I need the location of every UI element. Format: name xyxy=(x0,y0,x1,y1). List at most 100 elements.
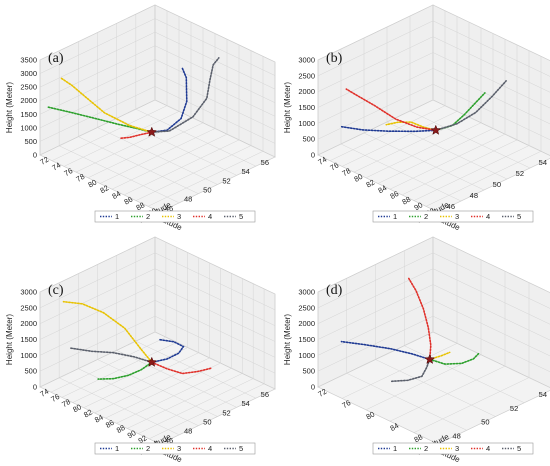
grid-line xyxy=(346,373,467,431)
z-tick-label: 3000 xyxy=(298,288,315,297)
y-tick-label: 52 xyxy=(510,404,518,413)
grid-line xyxy=(94,357,210,414)
trajectory-1 xyxy=(151,338,185,364)
z-tick-label: 1500 xyxy=(20,110,37,119)
z-axis-label: Height (Meter) xyxy=(283,82,292,133)
grid-line xyxy=(159,156,276,213)
legend-label-3: 3 xyxy=(455,212,459,221)
legend-box xyxy=(372,442,534,455)
grid-line xyxy=(154,284,276,342)
grid-line xyxy=(317,68,434,124)
grid-line xyxy=(148,383,265,440)
trajectory-5 xyxy=(69,347,153,364)
y-tick-label: 54 xyxy=(539,158,547,167)
panel-label: (a) xyxy=(48,51,64,66)
x-tick-label: 90 xyxy=(126,428,138,440)
legend-label-1: 1 xyxy=(393,212,397,221)
grid-line xyxy=(375,359,496,417)
grid-line xyxy=(432,315,550,373)
grid-line xyxy=(437,390,550,445)
y-tick-label: 50 xyxy=(203,418,211,427)
y-tick-label: 52 xyxy=(516,169,524,178)
trajectory-2 xyxy=(429,352,481,365)
legend-label-4: 4 xyxy=(486,212,490,221)
trajectory-1 xyxy=(151,67,188,133)
x-tick-label: 76 xyxy=(329,160,341,172)
legend-label-4: 4 xyxy=(486,444,490,453)
trajectory-1 xyxy=(340,340,431,361)
grid-line xyxy=(341,343,458,399)
trajectory-4 xyxy=(151,361,212,375)
grid-line xyxy=(317,4,434,61)
z-tick-label: 3000 xyxy=(20,69,37,78)
x-tick-label: 84 xyxy=(93,413,105,425)
z-tick-label: 2500 xyxy=(20,83,37,92)
y-tick-label: 46 xyxy=(165,204,173,213)
trajectory-5 xyxy=(390,358,431,383)
y-tick-label: 48 xyxy=(470,191,478,200)
grid-line xyxy=(50,336,167,393)
origin-star-marker xyxy=(146,356,158,367)
z-tick-label: 0 xyxy=(33,383,37,392)
y-tick-label: 56 xyxy=(261,158,269,167)
y-tick-label: 46 xyxy=(447,202,455,211)
x-tick-label: 88 xyxy=(401,195,413,207)
y-tick-label: 50 xyxy=(493,180,501,189)
x-tick-label: 76 xyxy=(49,392,61,404)
grid-line xyxy=(437,158,550,213)
grid-line xyxy=(105,362,221,419)
z-tick-label: 1000 xyxy=(298,351,315,360)
trajectory-5 xyxy=(151,57,220,133)
grid-line xyxy=(432,236,550,293)
z-tick-label: 0 xyxy=(33,151,37,160)
trajectory-4 xyxy=(345,88,437,132)
x-tick-label: 80 xyxy=(87,178,99,190)
grid-line xyxy=(154,252,276,311)
z-tick-label: 0 xyxy=(311,383,315,392)
z-tick-label: 500 xyxy=(24,367,37,376)
grid-line xyxy=(317,99,434,156)
y-tick-label: 52 xyxy=(222,408,230,417)
legend-label-2: 2 xyxy=(424,212,428,221)
legend-label-5: 5 xyxy=(517,444,521,453)
grid-line xyxy=(389,365,506,422)
x-tick-label: 80 xyxy=(353,172,365,184)
grid-line xyxy=(116,350,237,408)
grid-line xyxy=(317,386,439,445)
grid-line xyxy=(99,128,216,184)
legend-label-1: 1 xyxy=(115,212,119,221)
z-tick-label: 2000 xyxy=(20,96,37,105)
x-tick-label: 72 xyxy=(317,387,329,399)
z-tick-label: 500 xyxy=(302,367,315,376)
legend-label-5: 5 xyxy=(517,212,521,221)
x-tick-label: 74 xyxy=(51,160,63,172)
x-tick-label: 82 xyxy=(82,407,94,419)
grid-line xyxy=(154,268,276,326)
grid-line xyxy=(51,105,168,161)
panel-label: (d) xyxy=(326,283,343,298)
legend-box xyxy=(372,210,534,223)
grid-line xyxy=(432,252,550,309)
x-tick-label: 90 xyxy=(413,200,425,212)
z-tick-label: 1500 xyxy=(298,335,315,344)
grid-line xyxy=(154,315,276,374)
grid-line xyxy=(97,359,218,417)
z-tick-label: 2000 xyxy=(20,319,37,328)
grid-line xyxy=(59,377,180,436)
grid-line xyxy=(365,122,482,179)
z-tick-label: 2500 xyxy=(20,303,37,312)
y-tick-label: 54 xyxy=(241,399,249,408)
grid-line xyxy=(83,352,199,408)
origin-star-marker xyxy=(424,353,436,364)
x-tick-label: 78 xyxy=(341,166,353,178)
grid-line xyxy=(413,377,530,433)
x-tick-label: 80 xyxy=(365,410,377,422)
grid-line xyxy=(135,340,256,399)
z-axis-label: Height (Meter) xyxy=(283,314,292,365)
y-tick-label: 54 xyxy=(241,167,249,176)
y-tick-label: 52 xyxy=(222,176,230,185)
z-tick-label: 3500 xyxy=(20,56,37,65)
y-tick-label: 48 xyxy=(184,427,192,436)
z-tick-label: 2500 xyxy=(298,303,315,312)
z-tick-label: 500 xyxy=(24,137,37,146)
